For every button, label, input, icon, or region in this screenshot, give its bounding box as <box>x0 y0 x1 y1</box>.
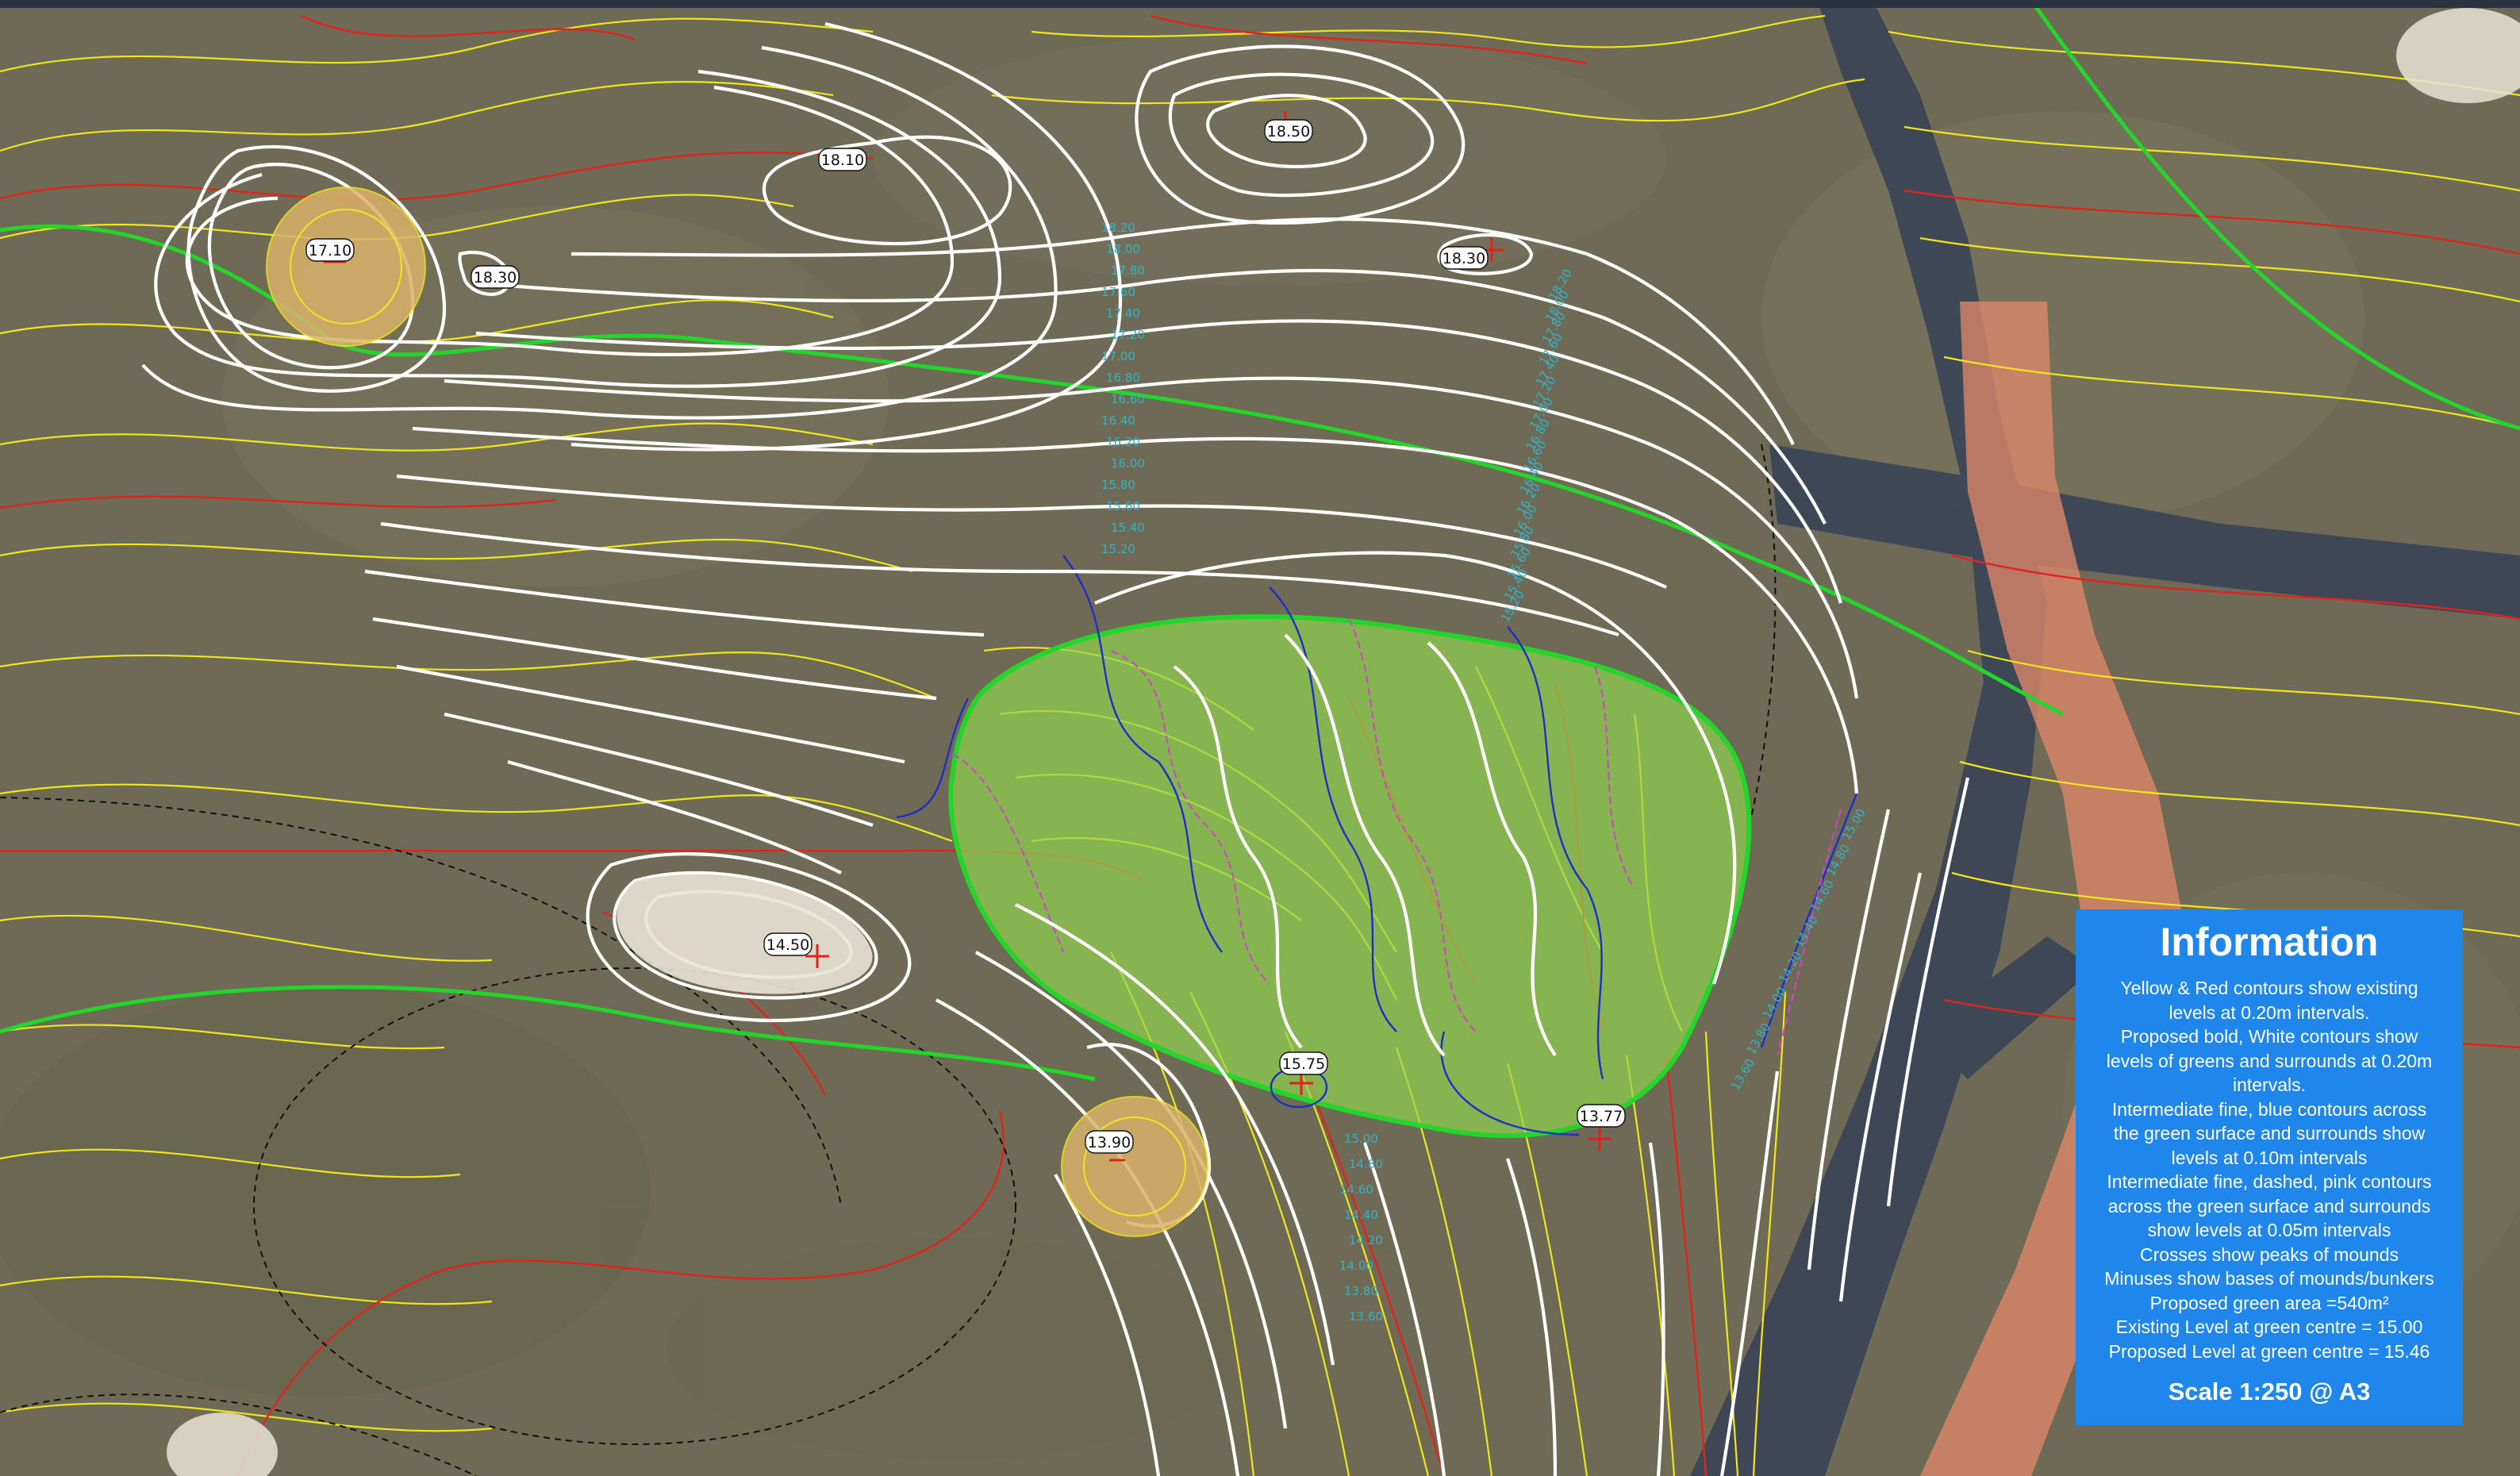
contour-label: 17.80 <box>1111 263 1145 278</box>
spot-level-text: 13.90 <box>1088 1134 1131 1151</box>
contour-label: 15.40 <box>1111 521 1145 535</box>
spot-level-text: 18.50 <box>1267 123 1310 140</box>
info-line: levels at 0.10m intervals <box>2171 1147 2368 1168</box>
contour-label: 17.40 <box>1106 306 1140 321</box>
info-line: Minuses show bases of mounds/bunkers <box>2104 1268 2434 1289</box>
spot-level-text: 18.10 <box>821 152 864 169</box>
contour-label: 15.20 <box>1101 542 1135 556</box>
spot-level-text: 18.30 <box>1442 250 1485 267</box>
contour-label: 13.80 <box>1344 1284 1378 1298</box>
contour-label: 14.80 <box>1349 1157 1383 1171</box>
contour-label: 17.00 <box>1101 349 1135 363</box>
info-line: Proposed Level at green centre = 15.46 <box>2108 1340 2430 1362</box>
contour-label: 15.60 <box>1106 499 1140 513</box>
spot-18-30-east: 18.30 <box>1439 246 1489 270</box>
contour-label: 14.60 <box>1339 1182 1373 1197</box>
contour-label: 14.00 <box>1339 1259 1373 1273</box>
scale-text: Scale 1:250 @ A3 <box>2168 1378 2371 1405</box>
info-line: Yellow & Red contours show existing <box>2120 978 2418 998</box>
info-line: intervals. <box>2232 1074 2307 1095</box>
spot-13-77: 13.77 <box>1577 1104 1626 1128</box>
bunkers <box>167 8 2520 1476</box>
info-line: across the green surface and surrounds <box>2107 1195 2431 1217</box>
spot-18-30-west: 18.30 <box>471 265 520 289</box>
info-line: Proposed green area =540m² <box>2149 1292 2389 1313</box>
contour-label: 14.40 <box>1344 1208 1378 1222</box>
spot-18-50: 18.50 <box>1264 119 1313 143</box>
fine-contours-pink <box>951 618 1842 1056</box>
info-line: the green surface and surrounds show <box>2113 1123 2426 1144</box>
spot-level-labels: 18.50 18.10 17.10 18.30 18.30 14.50 15.75 13.90… <box>305 119 1626 1154</box>
info-line: Crosses show peaks of mounds <box>2140 1243 2399 1265</box>
contour-label: 18.00 <box>1106 242 1140 256</box>
info-line: levels of greens and surrounds at 0.20m <box>2106 1050 2433 1071</box>
contour-label: 16.00 <box>1111 456 1145 471</box>
cart-path <box>1690 0 2520 1476</box>
contour-label: 14.20 <box>1349 1233 1383 1247</box>
information-lines: Yellow & Red contours show existing leve… <box>2090 976 2449 1363</box>
info-line: Intermediate fine, blue contours across <box>2111 1098 2427 1120</box>
contour-label: 16.40 <box>1101 413 1135 428</box>
spot-level-text: 13.77 <box>1580 1108 1623 1125</box>
spot-level-text: 14.50 <box>766 936 809 954</box>
spot-level-text: 17.10 <box>309 242 351 259</box>
information-title: Information <box>2160 920 2379 964</box>
top-strip <box>0 0 2520 8</box>
contour-label: 16.60 <box>1111 392 1145 406</box>
spot-level-text: 15.75 <box>1282 1055 1325 1073</box>
contour-label: 17.60 <box>1101 285 1135 299</box>
information-panel: Information Yellow & Red contours show e… <box>2076 909 2463 1425</box>
proposed-contours-white <box>141 21 1970 1476</box>
spot-13-90: 13.90 <box>1085 1130 1134 1154</box>
putting-green <box>948 614 1752 1139</box>
contour-label: 15.80 <box>1101 478 1135 492</box>
contour-label: 16.80 <box>1106 371 1140 385</box>
spot-17-10: 17.10 <box>305 238 355 262</box>
spot-18-10: 18.10 <box>818 148 867 171</box>
info-line: show levels at 0.05m intervals <box>2147 1220 2391 1240</box>
contour-label: 18.20 <box>1101 221 1135 235</box>
contour-label: 16.20 <box>1106 435 1140 449</box>
info-line: Proposed bold, White contours show <box>2120 1026 2418 1047</box>
spot-14-50: 14.50 <box>763 932 812 956</box>
contour-label: 15.00 <box>1344 1132 1378 1146</box>
info-line: Intermediate fine, dashed, pink contours <box>2107 1171 2432 1192</box>
info-line: Existing Level at green centre = 15.00 <box>2115 1316 2423 1337</box>
spot-level-text: 18.30 <box>474 269 517 286</box>
contour-label: 13.60 <box>1349 1309 1383 1324</box>
spot-15-75: 15.75 <box>1279 1051 1328 1075</box>
info-line: levels at 0.20m intervals. <box>2169 1001 2370 1023</box>
contour-label: 17.20 <box>1111 328 1145 342</box>
dashed-boundaries <box>0 444 1777 1476</box>
